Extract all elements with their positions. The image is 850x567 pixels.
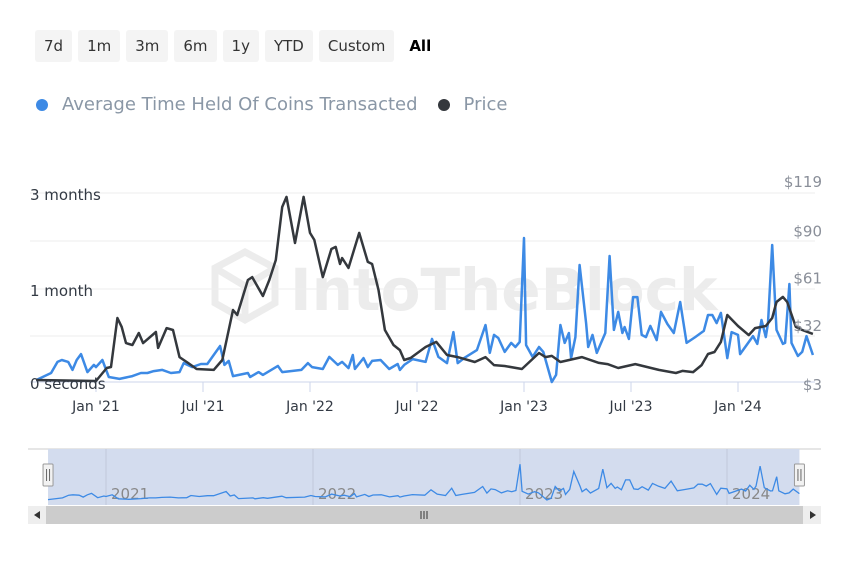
y-right-tick-label: $61 xyxy=(793,270,822,288)
navigator-year-label: 2022 xyxy=(318,485,356,503)
series-line-price xyxy=(36,195,814,383)
navigator-series-line xyxy=(47,464,800,501)
range-3m-button[interactable]: 3m xyxy=(126,30,169,62)
y-right-tick-label: $119 xyxy=(784,173,822,191)
scroll-left-arrow-icon[interactable] xyxy=(34,511,40,519)
legend-dot-icon xyxy=(36,98,48,111)
scroll-right-arrow-icon[interactable] xyxy=(810,511,816,519)
x-tick-label: Jan '23 xyxy=(499,399,548,415)
navigator-selection-mask xyxy=(48,449,800,505)
watermark: IntoTheBlock xyxy=(211,248,719,325)
x-tick-label: Jan '22 xyxy=(285,399,334,415)
legend-item-time-held[interactable]: Average Time Held Of Coins Transacted xyxy=(36,94,418,115)
legend-label: Average Time Held Of Coins Transacted xyxy=(62,94,418,115)
y-right-tick-label: $32 xyxy=(793,317,822,335)
y-left-tick-label: 3 months xyxy=(30,186,101,204)
x-tick-label: Jan '21 xyxy=(71,399,120,415)
legend-dot-icon xyxy=(437,98,450,111)
range-selector: 7d 1m 3m 6m 1y YTD Custom All xyxy=(35,30,440,62)
navigator-handle-body xyxy=(42,463,54,487)
range-6m-button[interactable]: 6m xyxy=(174,30,217,62)
y-right-tick-label: $90 xyxy=(793,222,822,240)
x-tick-label: Jul '22 xyxy=(394,399,438,415)
range-1y-button[interactable]: 1y xyxy=(222,30,259,62)
legend-label: Price xyxy=(463,94,508,115)
navigator-year-label: 2021 xyxy=(111,485,149,503)
navigator-year-label: 2023 xyxy=(525,485,563,503)
range-custom-button[interactable]: Custom xyxy=(318,30,395,62)
range-1m-button[interactable]: 1m xyxy=(78,30,121,62)
range-ytd-button[interactable]: YTD xyxy=(264,30,313,62)
chart-legend: Average Time Held Of Coins Transacted Pr… xyxy=(36,94,527,115)
range-all-button[interactable]: All xyxy=(400,30,440,62)
y-right-tick-label: $3 xyxy=(803,376,822,394)
y-left-tick-label: 1 month xyxy=(30,282,93,300)
x-tick-label: Jan '24 xyxy=(713,399,762,415)
navigator-handle[interactable] xyxy=(42,463,54,487)
legend-item-price[interactable]: Price xyxy=(437,94,508,115)
series-line-time-held xyxy=(35,236,815,384)
x-tick-label: Jul '23 xyxy=(608,399,652,415)
range-7d-button[interactable]: 7d xyxy=(35,30,73,62)
navigator-scrollbar[interactable] xyxy=(28,506,821,524)
navigator-handle[interactable] xyxy=(793,463,805,487)
y-left-tick-label: 0 seconds xyxy=(30,375,106,393)
x-tick-label: Jul '21 xyxy=(180,399,224,415)
navigator-handle-body xyxy=(793,463,805,487)
watermark-text: IntoTheBlock xyxy=(290,256,719,324)
